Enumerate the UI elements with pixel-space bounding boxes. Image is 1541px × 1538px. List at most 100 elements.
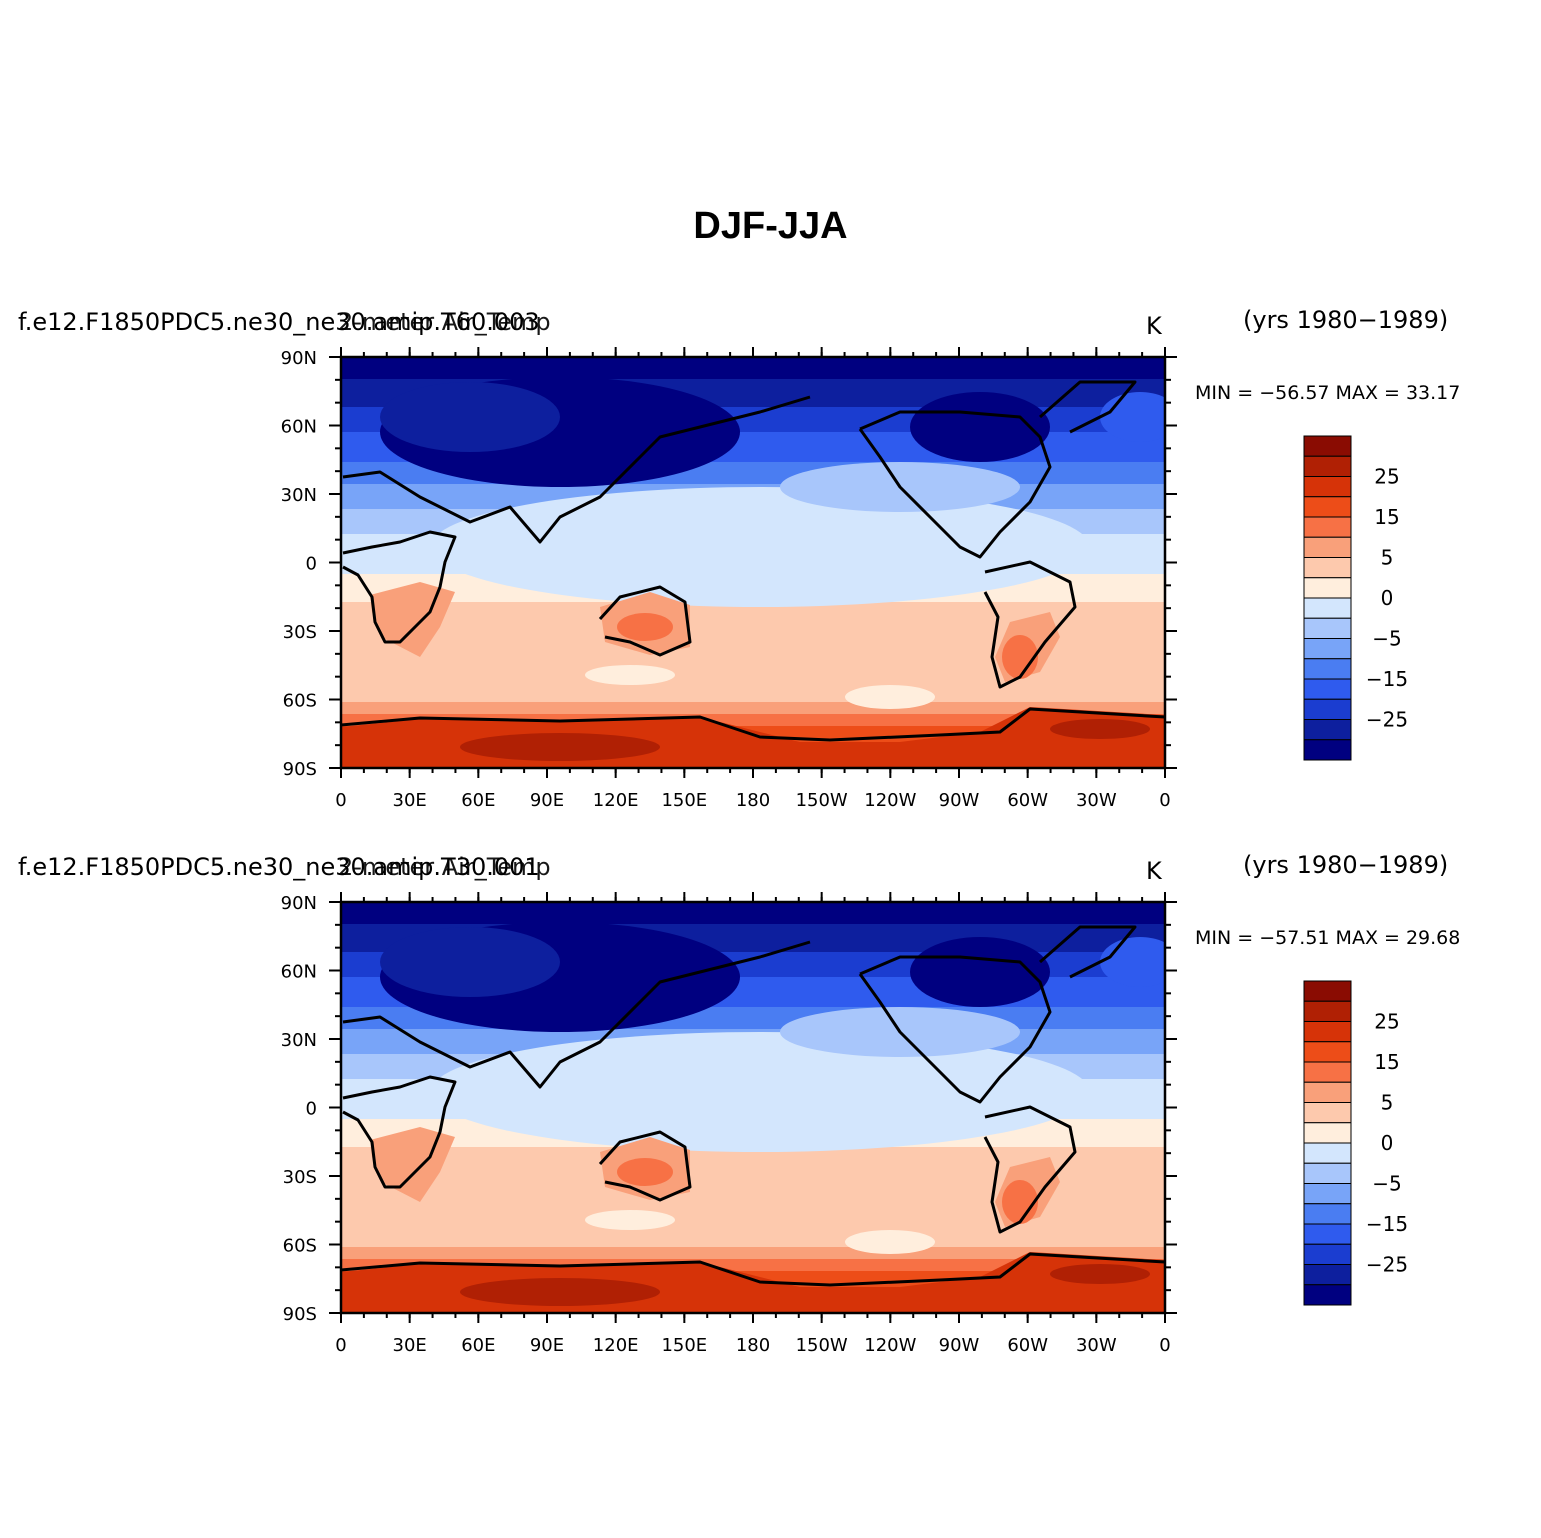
lat-tick-label: 90S [283, 759, 317, 780]
colorbar-segment [1303, 739, 1352, 761]
years-label: (yrs 1980−1989) [1243, 851, 1449, 879]
temperature-map: 0 30E 60E 90E 120E 150E 180 150W 120W 90W 60W 30W 09… [281, 892, 1408, 1356]
colorbar-segment [1303, 1183, 1352, 1205]
colorbar: 25 15 5 0 −5 −15 −25 [1303, 435, 1408, 761]
map-panel-top: f.e12.F1850PDC5.ne30_ne30.amip.T60.003 2… [0, 306, 1541, 832]
lon-tick-label: 120E [593, 1335, 639, 1356]
lat-tick-label: 30S [283, 1167, 317, 1188]
colorbar-segment [1303, 1000, 1352, 1022]
colorbar-segment [1303, 1122, 1352, 1144]
southern-ocean-patch [845, 1230, 935, 1254]
coastlines [341, 925, 1165, 1287]
southern-ocean-patch [585, 1210, 675, 1230]
lon-tick-label: 60W [1007, 1335, 1048, 1356]
colorbar-label: 5 [1381, 546, 1394, 570]
colorbar-segment [1303, 638, 1352, 660]
lon-tick-label: 90E [530, 1335, 564, 1356]
case-name: f.e12.F1850PDC5.ne30_ne30.amip.T60.003 [18, 308, 540, 336]
variable-name: 2-meter Air_Temp [338, 308, 551, 336]
lon-tick-label: 120E [593, 790, 639, 811]
axis-ticks [329, 347, 1177, 778]
lat-tick-label: 90N [281, 348, 317, 369]
greenland-sea [1100, 937, 1165, 987]
lon-tick-label: 0 [335, 1335, 346, 1356]
temp-band [341, 902, 1165, 924]
lon-tick-label: 120W [864, 1335, 916, 1356]
samerica-hot [1002, 635, 1038, 679]
lat-tick-label: 60N [281, 962, 317, 983]
lon-tick-label: 90E [530, 790, 564, 811]
colorbar-segment [1303, 536, 1352, 558]
colorbar-label: −25 [1366, 1253, 1408, 1277]
lon-tick-label: 30W [1076, 790, 1117, 811]
greenland-sea [1100, 392, 1165, 442]
lat-tick-label: 30N [281, 1030, 317, 1051]
field-layer [341, 357, 1165, 768]
lon-tick-label: 60E [461, 790, 495, 811]
lat-tick-label: 90S [283, 1304, 317, 1325]
lon-tick-label: 30E [393, 1335, 427, 1356]
colorbar-label: −15 [1366, 667, 1408, 691]
coastline [598, 585, 692, 657]
colorbar-label: 15 [1374, 1050, 1399, 1074]
lon-tick-label: 30W [1076, 1335, 1117, 1356]
australia-hot [617, 1158, 673, 1186]
coastline [1039, 380, 1137, 434]
colorbar: 25 15 5 0 −5 −15 −25 [1303, 980, 1408, 1306]
colorbar-label: 0 [1381, 586, 1394, 610]
colorbar-segment [1303, 617, 1352, 639]
colorbar-label: 15 [1374, 505, 1399, 529]
colorbar-segment [1303, 1102, 1352, 1124]
lat-tick-label: 90N [281, 893, 317, 914]
lon-tick-label: 180 [736, 790, 770, 811]
lat-tick-label: 0 [306, 1099, 317, 1120]
colorbar-segment [1303, 1243, 1352, 1265]
colorbar-segment [1303, 658, 1352, 680]
temp-band [341, 357, 1165, 379]
colorbar-segment [1303, 1162, 1352, 1184]
antarctica-core [1050, 719, 1150, 739]
southern-ocean-patch [585, 665, 675, 685]
lon-tick-label: 150E [661, 790, 707, 811]
lon-tick-label: 120W [864, 790, 916, 811]
coastline [858, 955, 1052, 1104]
lat-tick-label: 60S [283, 1236, 317, 1257]
lon-tick-label: 0 [1159, 1335, 1170, 1356]
min-max-stats: MIN = −57.51 MAX = 29.68 [1195, 927, 1461, 949]
temp-band [341, 1247, 1165, 1259]
colorbar-segment [1303, 597, 1352, 619]
lat-tick-label: 0 [306, 554, 317, 575]
colorbar-segment [1303, 719, 1352, 741]
coastline [983, 1105, 1077, 1234]
years-label: (yrs 1980−1989) [1243, 306, 1449, 334]
colorbar-segment [1303, 476, 1352, 498]
colorbar-segment [1303, 1223, 1352, 1245]
coastline [983, 560, 1077, 689]
coastline [341, 1252, 1165, 1287]
colorbar-label: −25 [1366, 708, 1408, 732]
lon-tick-label: 60W [1007, 790, 1048, 811]
eurasia-cold [380, 927, 560, 997]
lon-tick-label: 60E [461, 1335, 495, 1356]
southern-ocean-patch [845, 685, 935, 709]
coastline [342, 1075, 457, 1189]
colorbar-segment [1303, 1284, 1352, 1306]
page-title: DJF-JJA [693, 205, 848, 247]
samerica-hot [1002, 1180, 1038, 1224]
colorbar-segment [1303, 980, 1352, 1002]
colorbar-segment [1303, 1021, 1352, 1043]
antarctica-core [1050, 1264, 1150, 1284]
case-name: f.e12.F1850PDC5.ne30_ne30.amip.T30.001 [18, 853, 540, 881]
lon-tick-label: 30E [393, 790, 427, 811]
colorbar-label: −15 [1366, 1212, 1408, 1236]
lon-tick-label: 150W [796, 790, 848, 811]
lat-tick-label: 60S [283, 691, 317, 712]
units-label: K [1146, 312, 1162, 340]
colorbar-segment [1303, 516, 1352, 538]
variable-name: 2-meter Air_Temp [338, 853, 551, 881]
coastline [341, 707, 1165, 742]
colorbar-label: 5 [1381, 1091, 1394, 1115]
temp-band [341, 682, 1165, 702]
lon-tick-label: 180 [736, 1335, 770, 1356]
min-max-stats: MIN = −56.57 MAX = 33.17 [1195, 382, 1461, 404]
